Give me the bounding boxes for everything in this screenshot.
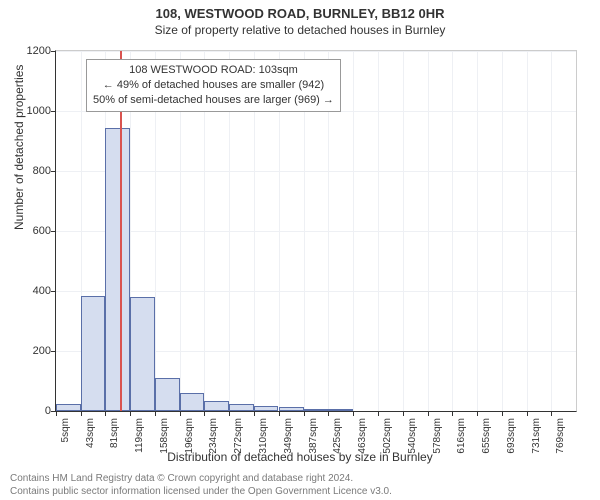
grid-vertical bbox=[452, 51, 453, 411]
xtick-mark bbox=[502, 411, 503, 416]
xtick-label: 196sqm bbox=[184, 418, 195, 454]
xtick-mark bbox=[403, 411, 404, 416]
xtick-label: 502sqm bbox=[382, 418, 393, 454]
grid-vertical bbox=[378, 51, 379, 411]
footer-attribution: Contains HM Land Registry data © Crown c… bbox=[10, 473, 392, 498]
xtick-label: 463sqm bbox=[357, 418, 368, 454]
xtick-label: 81sqm bbox=[109, 418, 120, 448]
histogram-bar bbox=[81, 296, 106, 412]
grid-vertical bbox=[428, 51, 429, 411]
histogram-bar bbox=[155, 378, 180, 411]
xtick-label: 310sqm bbox=[258, 418, 269, 454]
ytick-label: 400 bbox=[33, 285, 51, 297]
ytick-label: 1000 bbox=[27, 105, 51, 117]
grid-horizontal bbox=[56, 231, 576, 232]
ytick-label: 200 bbox=[33, 345, 51, 357]
xtick-mark bbox=[452, 411, 453, 416]
annotation-line-2: ← 49% of detached houses are smaller (94… bbox=[93, 78, 334, 93]
xtick-mark bbox=[180, 411, 181, 416]
xtick-label: 731sqm bbox=[531, 418, 542, 454]
y-axis-label: Number of detached properties bbox=[12, 65, 26, 230]
xtick-mark bbox=[551, 411, 552, 416]
xtick-label: 655sqm bbox=[481, 418, 492, 454]
xtick-mark bbox=[378, 411, 379, 416]
xtick-mark bbox=[328, 411, 329, 416]
histogram-bar bbox=[130, 297, 155, 411]
histogram-bar bbox=[328, 409, 353, 411]
grid-vertical bbox=[502, 51, 503, 411]
xtick-label: 119sqm bbox=[134, 418, 145, 453]
xtick-label: 349sqm bbox=[283, 418, 294, 454]
grid-vertical bbox=[403, 51, 404, 411]
ytick-mark bbox=[51, 351, 56, 352]
chart-title-main: 108, WESTWOOD ROAD, BURNLEY, BB12 0HR bbox=[0, 0, 600, 21]
xtick-label: 158sqm bbox=[159, 418, 170, 454]
xtick-label: 540sqm bbox=[407, 418, 418, 454]
ytick-label: 0 bbox=[45, 405, 51, 417]
annotation-line-3: 50% of semi-detached houses are larger (… bbox=[93, 93, 334, 108]
histogram-bar bbox=[279, 407, 304, 411]
grid-horizontal bbox=[56, 291, 576, 292]
xtick-mark bbox=[353, 411, 354, 416]
xtick-mark bbox=[229, 411, 230, 416]
xtick-mark bbox=[527, 411, 528, 416]
grid-horizontal bbox=[56, 171, 576, 172]
xtick-label: 425sqm bbox=[332, 418, 343, 454]
ytick-mark bbox=[51, 291, 56, 292]
xtick-mark bbox=[477, 411, 478, 416]
ytick-label: 1200 bbox=[27, 45, 51, 57]
ytick-mark bbox=[51, 171, 56, 172]
xtick-mark bbox=[428, 411, 429, 416]
chart-title-sub: Size of property relative to detached ho… bbox=[0, 21, 600, 37]
xtick-mark bbox=[204, 411, 205, 416]
annotation-line-1: 108 WESTWOOD ROAD: 103sqm bbox=[93, 63, 334, 78]
ytick-label: 800 bbox=[33, 165, 51, 177]
grid-vertical bbox=[527, 51, 528, 411]
xtick-label: 693sqm bbox=[506, 418, 517, 454]
xtick-label: 387sqm bbox=[308, 418, 319, 454]
xtick-label: 578sqm bbox=[432, 418, 443, 454]
xtick-label: 234sqm bbox=[208, 418, 219, 454]
histogram-bar bbox=[56, 404, 81, 412]
footer-line-1: Contains HM Land Registry data © Crown c… bbox=[10, 473, 392, 486]
xtick-mark bbox=[130, 411, 131, 416]
grid-vertical bbox=[551, 51, 552, 411]
x-axis-label: Distribution of detached houses by size … bbox=[0, 450, 600, 464]
xtick-mark bbox=[81, 411, 82, 416]
footer-line-2: Contains public sector information licen… bbox=[10, 486, 392, 499]
ytick-label: 600 bbox=[33, 225, 51, 237]
grid-vertical bbox=[353, 51, 354, 411]
ytick-mark bbox=[51, 231, 56, 232]
chart-plot-area: 0200400600800100012005sqm43sqm81sqm119sq… bbox=[55, 50, 577, 412]
histogram-bar bbox=[229, 404, 254, 412]
xtick-label: 616sqm bbox=[456, 418, 467, 454]
xtick-mark bbox=[254, 411, 255, 416]
xtick-mark bbox=[304, 411, 305, 416]
xtick-mark bbox=[155, 411, 156, 416]
xtick-mark bbox=[56, 411, 57, 416]
xtick-label: 769sqm bbox=[555, 418, 566, 454]
xtick-label: 5sqm bbox=[60, 418, 71, 442]
histogram-bar bbox=[180, 393, 205, 411]
xtick-label: 272sqm bbox=[233, 418, 244, 454]
histogram-bar bbox=[304, 409, 329, 411]
xtick-label: 43sqm bbox=[85, 418, 96, 448]
histogram-bar bbox=[105, 128, 130, 412]
ytick-mark bbox=[51, 111, 56, 112]
marker-annotation-box: 108 WESTWOOD ROAD: 103sqm ← 49% of detac… bbox=[86, 59, 341, 112]
histogram-bar bbox=[204, 401, 229, 412]
xtick-mark bbox=[105, 411, 106, 416]
grid-vertical bbox=[477, 51, 478, 411]
xtick-mark bbox=[279, 411, 280, 416]
histogram-bar bbox=[254, 406, 279, 411]
ytick-mark bbox=[51, 51, 56, 52]
grid-horizontal bbox=[56, 51, 576, 52]
